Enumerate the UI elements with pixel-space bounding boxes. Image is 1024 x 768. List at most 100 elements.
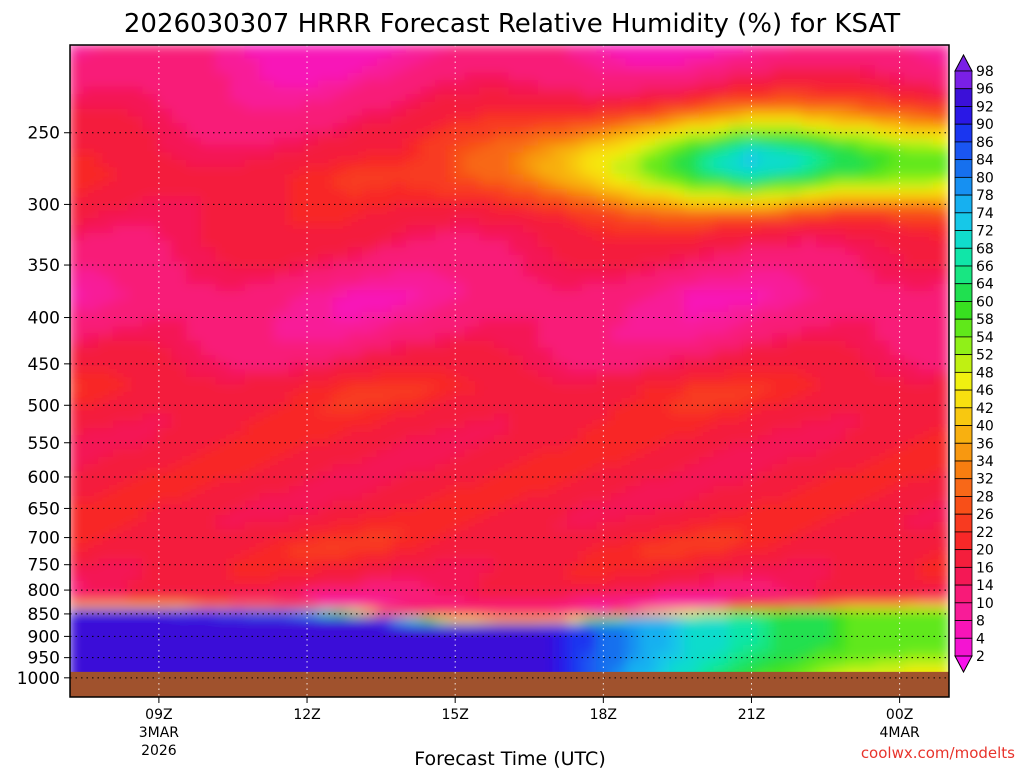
colorbar-label: 16	[976, 560, 994, 576]
colorbar-swatch	[954, 602, 973, 621]
x-axis: 09Z 3MAR 2026 12Z 15Z 18Z 21Z 00Z 4MAR	[139, 697, 920, 759]
y-tick-label: 550	[28, 434, 60, 454]
colorbar-swatch	[954, 584, 973, 604]
colorbar-swatch	[954, 194, 973, 214]
colorbar-label: 96	[976, 82, 994, 98]
colorbar-label: 58	[976, 312, 994, 328]
colorbar-label: 84	[976, 153, 994, 169]
y-tick-label: 850	[28, 605, 60, 625]
colorbar-label: 20	[976, 543, 994, 559]
colorbar-label: 64	[976, 277, 994, 293]
colorbar-label: 4	[976, 631, 985, 647]
x-tick-label: 15Z	[441, 707, 468, 723]
y-tick-label: 700	[28, 529, 60, 549]
colorbar-swatch	[954, 566, 973, 586]
colorbar-label: 26	[976, 507, 994, 523]
colorbar-label: 2	[976, 649, 985, 665]
colorbar-swatch	[954, 354, 973, 373]
colorbar-swatch	[954, 371, 973, 391]
colorbar-swatch	[954, 336, 973, 356]
colorbar-swatch	[954, 407, 973, 426]
colorbar-swatch	[954, 637, 973, 657]
colorbar-swatch	[954, 212, 973, 231]
colorbar-swatch	[954, 247, 973, 267]
colorbar-label: 22	[976, 525, 994, 541]
colorbar-swatch	[954, 478, 973, 497]
colorbar-swatch	[954, 549, 973, 568]
y-tick-label: 650	[28, 499, 60, 519]
y-tick-label: 750	[28, 556, 60, 576]
colorbar-top-arrow	[954, 53, 973, 72]
colorbar-label: 66	[976, 259, 994, 275]
colorbar-swatch	[954, 141, 973, 161]
credit-text: coolwx.com/modelts	[861, 744, 1015, 762]
colorbar-label: 54	[976, 330, 994, 346]
colorbar-swatch	[954, 283, 973, 302]
colorbar-label: 78	[976, 188, 994, 204]
colorbar-label: 10	[976, 596, 994, 612]
colorbar-swatch	[954, 389, 973, 409]
y-tick-label: 250	[28, 124, 60, 144]
colorbar-label: 46	[976, 383, 994, 399]
y-tick-label: 450	[28, 355, 60, 375]
colorbar-swatch	[954, 230, 973, 249]
colorbar-label: 90	[976, 117, 994, 133]
colorbar-label: 60	[976, 294, 994, 310]
rh-field	[70, 45, 949, 697]
colorbar-label: 28	[976, 489, 994, 505]
colorbar-label: 74	[976, 206, 994, 222]
colorbar-swatch	[954, 318, 973, 338]
colorbar-label: 80	[976, 170, 994, 186]
colorbar-label: 34	[976, 454, 994, 470]
y-tick-label: 950	[28, 649, 60, 669]
colorbar-swatch	[954, 425, 973, 444]
colorbar-label: 8	[976, 614, 985, 630]
y-tick-label: 350	[28, 256, 60, 276]
x-tick-label: 2026	[141, 743, 177, 759]
colorbar-label: 32	[976, 472, 994, 488]
chart-title: 2026030307 HRRR Forecast Relative Humidi…	[124, 9, 900, 39]
ground-terrain	[70, 671, 949, 697]
y-tick-label: 1000	[17, 669, 60, 689]
x-tick-label: 3MAR	[139, 725, 180, 741]
colorbar-label: 52	[976, 348, 994, 364]
colorbar-swatch	[954, 620, 973, 639]
colorbar-label: 42	[976, 401, 994, 417]
colorbar-swatch	[954, 301, 973, 320]
grid-lines	[70, 45, 949, 697]
colorbar-swatch	[954, 265, 973, 285]
x-tick-label: 09Z	[145, 707, 172, 723]
colorbar-swatch	[954, 70, 973, 90]
colorbar-label: 86	[976, 135, 994, 151]
y-tick-label: 800	[28, 581, 60, 601]
colorbar-swatch	[954, 159, 973, 178]
y-tick-label: 600	[28, 468, 60, 488]
ground-fill	[70, 671, 949, 697]
colorbar-label: 40	[976, 419, 994, 435]
x-tick-label: 12Z	[293, 707, 320, 723]
colorbar-bottom-arrow	[954, 655, 973, 674]
colorbar-swatch	[954, 460, 973, 480]
colorbar-swatch	[954, 106, 973, 125]
x-axis-label: Forecast Time (UTC)	[414, 748, 605, 768]
y-axis: 2503003504004505005506006507007508008509…	[17, 124, 70, 689]
colorbar-label: 36	[976, 436, 994, 452]
y-tick-label: 400	[28, 309, 60, 329]
x-tick-label: 00Z	[886, 707, 913, 723]
colorbar-swatch	[954, 496, 973, 515]
x-tick-label: 4MAR	[879, 725, 920, 741]
colorbar-label: 92	[976, 99, 994, 115]
x-tick-label: 21Z	[738, 707, 765, 723]
colorbar-label: 72	[976, 224, 994, 240]
colorbar-label: 48	[976, 365, 994, 381]
colorbar-swatch	[954, 531, 973, 551]
colorbar-label: 68	[976, 241, 994, 257]
colorbar-swatch	[954, 513, 973, 533]
y-tick-label: 900	[28, 627, 60, 647]
plot-frame	[69, 44, 950, 698]
colorbar-label: 98	[976, 64, 994, 80]
colorbar-swatch	[954, 123, 973, 143]
colorbar-swatch	[954, 176, 973, 196]
y-tick-label: 500	[28, 396, 60, 416]
